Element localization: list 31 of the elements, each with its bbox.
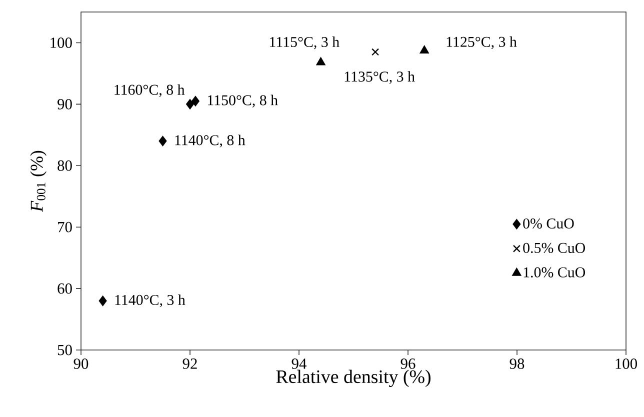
x-tick-label: 96: [400, 358, 416, 369]
x-tick-label: 100: [616, 358, 637, 369]
x-tick-label: 94: [292, 358, 306, 369]
annotation: 1125°C, 3 h: [446, 36, 517, 50]
annotation: 1150°C, 8 h: [208, 94, 278, 108]
x-tick-label: 90: [74, 358, 88, 369]
y-tick-label: 70: [58, 222, 72, 232]
x-tick-label: 92: [182, 358, 197, 369]
y-tick-label: 90: [58, 98, 72, 110]
y-axis-title: F$_{001}$ (%): [30, 150, 46, 212]
point: [420, 46, 429, 54]
point: [98, 296, 107, 306]
y-tick-label: 80: [58, 160, 72, 171]
y-tick-label: 100: [50, 38, 72, 48]
annotation: 1115°C, 3 h: [270, 36, 340, 50]
point: [186, 99, 194, 110]
annotation: 1135°C, 3 h: [344, 71, 415, 84]
point: [158, 136, 167, 146]
x-axis-title: Relative density (%): [276, 370, 430, 387]
point: [316, 57, 326, 66]
annotation: 1160°C, 8 h: [114, 84, 185, 97]
legend-label: 0.5% CuO: [523, 242, 586, 254]
point: [191, 96, 200, 106]
y-tick-label: 60: [58, 283, 72, 294]
legend-label: 1.0% CuO: [524, 267, 586, 278]
annotation: 1140°C, 3 h: [115, 294, 186, 308]
y-tick-label: 50: [58, 344, 72, 356]
point: [372, 48, 380, 56]
x-tick-label: 98: [510, 358, 524, 369]
legend-label: 0% CuO: [523, 218, 574, 229]
annotation: 1140°C, 8 h: [175, 134, 246, 148]
